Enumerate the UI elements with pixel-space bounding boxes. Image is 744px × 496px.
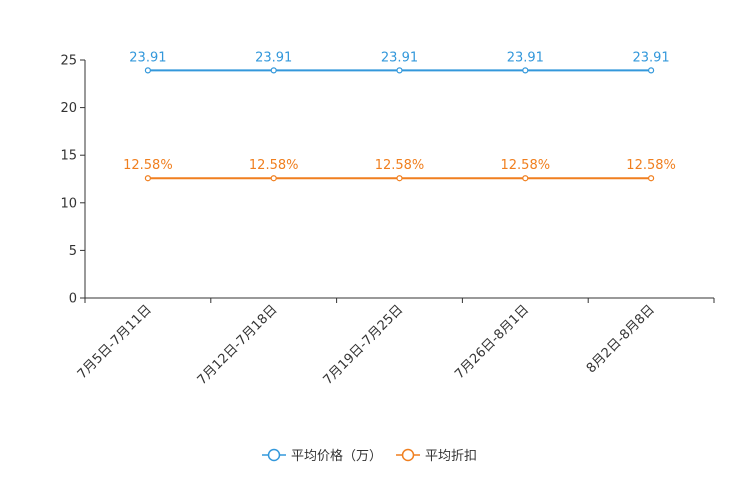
y-tick-label: 20 — [60, 101, 77, 116]
x-category-label: 7月26日-8月1日 — [452, 302, 532, 382]
x-category-label: 8月2日-8月8日 — [584, 302, 658, 376]
data-point[interactable] — [270, 67, 277, 74]
legend-marker-icon — [401, 448, 415, 462]
data-point[interactable] — [144, 67, 151, 74]
data-label: 23.91 — [255, 50, 292, 65]
data-label: 23.91 — [632, 50, 669, 65]
data-label: 12.58% — [249, 158, 299, 173]
x-category-label: 7月5日-7月11日 — [75, 302, 155, 382]
legend-label: 平均价格（万） — [291, 448, 382, 464]
data-point[interactable] — [522, 175, 529, 182]
data-label: 23.91 — [381, 50, 418, 65]
legend-label: 平均折扣 — [425, 449, 477, 464]
legend-marker-icon — [267, 448, 281, 462]
series-2: 12.58% 12.58% 12.58% 12.58% 12.58% — [123, 158, 676, 182]
y-tick-label: 5 — [69, 244, 77, 259]
data-point[interactable] — [522, 67, 529, 74]
data-point[interactable] — [396, 175, 403, 182]
x-category-label: 7月12日-7月18日 — [195, 302, 281, 388]
y-tick-label: 25 — [60, 54, 77, 69]
data-label: 23.91 — [129, 50, 166, 65]
data-point[interactable] — [396, 67, 403, 74]
data-point[interactable] — [144, 175, 151, 182]
axes: 0 5 10 15 20 25 7月5日-7月11日 7月12日-7月18日 7月19日-7月2… — [60, 54, 715, 388]
data-point[interactable] — [647, 67, 655, 74]
legend[interactable]: 平均价格（万） 平均折扣 — [262, 448, 477, 464]
data-label: 12.58% — [375, 158, 425, 173]
y-tick-label: 15 — [60, 149, 77, 164]
legend-item-1[interactable]: 平均价格（万） — [262, 448, 382, 464]
data-label: 23.91 — [507, 50, 544, 65]
data-label: 12.58% — [123, 158, 173, 173]
legend-item-2[interactable]: 平均折扣 — [396, 448, 477, 464]
y-tick-label: 0 — [69, 292, 77, 307]
data-point[interactable] — [647, 175, 655, 182]
series-1: 23.91 23.91 23.91 23.91 23.91 — [129, 50, 670, 74]
y-tick-label: 10 — [60, 196, 77, 211]
data-point[interactable] — [270, 175, 277, 182]
x-category-label: 7月19日-7月25日 — [321, 302, 407, 388]
data-label: 12.58% — [501, 158, 551, 173]
data-label: 12.58% — [626, 158, 676, 173]
